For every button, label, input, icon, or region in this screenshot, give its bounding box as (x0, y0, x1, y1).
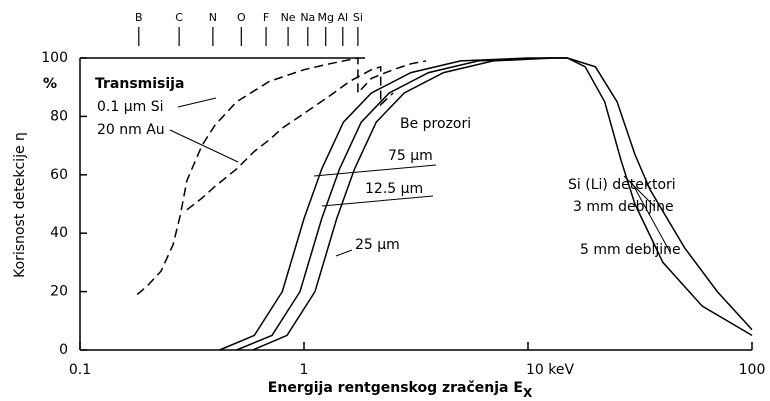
annotation: 0.1 µm Si (97, 99, 164, 115)
x-label-sub: X (523, 386, 533, 400)
y-tick-label: 40 (50, 225, 68, 241)
series-line (567, 57, 753, 331)
x-label-main: Energija rentgenskog zračenja E (268, 380, 523, 396)
top-tick-label: C (175, 11, 183, 24)
y-tick-label: 80 (50, 108, 68, 124)
annotation: 25 µm (355, 237, 400, 253)
y-tick-label: 60 (50, 167, 68, 183)
top-tick-label: Al (337, 11, 348, 24)
series-line (136, 57, 427, 296)
annotation: Be prozori (400, 116, 471, 132)
top-tick-label: F (263, 11, 269, 24)
x-tick-label: 0.1 (69, 362, 91, 378)
y-tick-label: 20 (50, 284, 68, 300)
series-line (567, 57, 753, 337)
series-line (252, 57, 568, 351)
leader-line (321, 195, 434, 207)
top-tick-label: Si (353, 11, 363, 24)
annotation: 75 µm (388, 148, 433, 164)
top-tick-label: Na (300, 11, 315, 24)
annotation: Si (Li) detektori (568, 177, 676, 193)
top-tick-label: Mg (317, 11, 333, 24)
leader-line (631, 182, 671, 253)
annotation: 3 mm debljine (573, 199, 674, 215)
annotation: 12.5 µm (365, 181, 423, 197)
series-line (219, 57, 568, 351)
y-tick-label: 0 (59, 342, 68, 358)
series-line (186, 65, 394, 211)
leader-line (335, 249, 353, 257)
leader-line (177, 97, 217, 108)
top-tick-label: B (135, 11, 143, 24)
x-tick-label: 10 keV (526, 362, 574, 378)
leader-line (623, 175, 656, 208)
annotation: 5 mm debljine (580, 242, 681, 258)
leader-line (313, 164, 437, 177)
y-tick-label: 100 (41, 50, 68, 66)
x-tick-label: 100 (739, 362, 766, 378)
x-axis-label: Energija rentgenskog zračenja EX (268, 380, 533, 400)
x-tick-label: 1 (300, 362, 309, 378)
top-tick-label: N (209, 11, 217, 24)
annotation: Transmisija (95, 76, 184, 92)
top-tick-label: O (237, 11, 246, 24)
leader-line (169, 129, 239, 163)
annotation: 20 nm Au (97, 122, 165, 138)
y-axis-label: Korisnost detekcije η (12, 132, 28, 278)
y-unit: % (43, 76, 57, 92)
top-tick-label: Ne (281, 11, 296, 24)
series-line (236, 57, 568, 351)
